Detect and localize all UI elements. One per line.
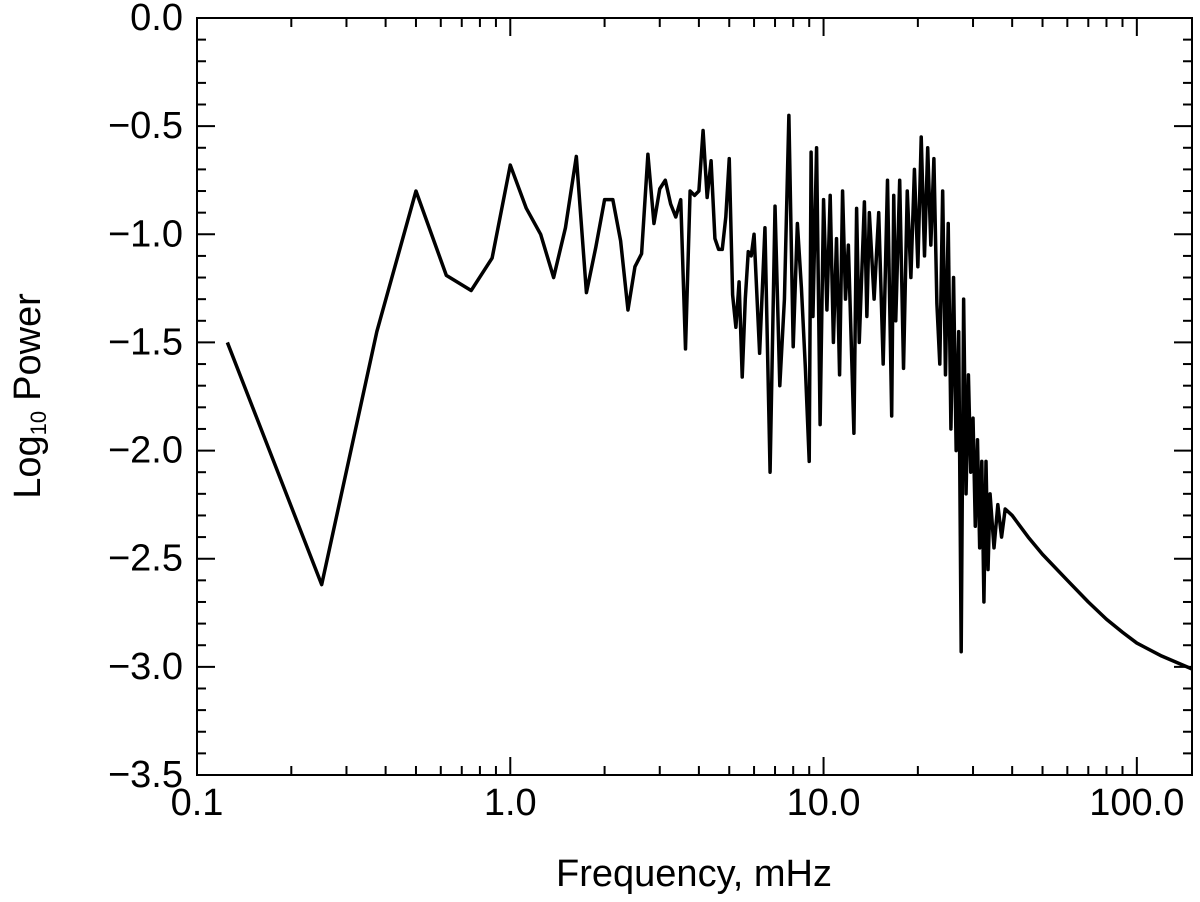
y-label-text: Power (7, 293, 49, 401)
x-tick-label: 0.1 (171, 782, 224, 824)
y-tick-label: −0.5 (108, 105, 183, 147)
plot-frame (196, 17, 1193, 776)
y-tick-label: −1.0 (108, 213, 183, 255)
y-label-base: Log (7, 435, 49, 498)
y-tick-label: −2.0 (108, 430, 183, 472)
x-axis-label: Frequency, mHz (556, 853, 832, 895)
y-tick-label: −3.0 (108, 646, 183, 688)
y-tick-label: −2.5 (108, 538, 183, 580)
x-tick-label: 1.0 (484, 782, 537, 824)
y-tick-label: −1.5 (108, 321, 183, 363)
y-label-subscript: 10 (26, 411, 51, 435)
x-tick-label: 100.0 (1089, 782, 1184, 824)
y-tick-label: 0.0 (130, 0, 183, 39)
data-line (225, 113, 1193, 671)
y-tick-label: −3.5 (108, 754, 183, 796)
y-axis-label: Log10 Power (7, 293, 51, 499)
x-tick-label: 10.0 (787, 782, 861, 824)
